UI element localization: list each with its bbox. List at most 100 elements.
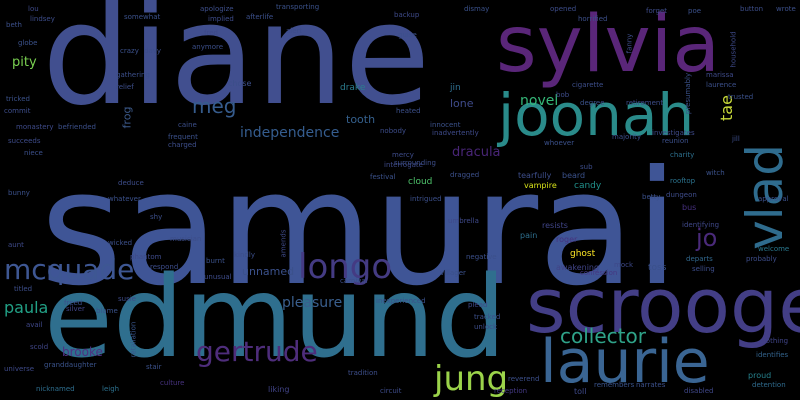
word: intrigued: [410, 195, 442, 203]
word: tricked: [6, 95, 30, 103]
word: whoever: [544, 139, 575, 147]
word: fred: [204, 29, 218, 37]
word: edmund: [44, 253, 507, 383]
word: villager: [440, 269, 466, 277]
word: forget: [646, 7, 667, 15]
word: reverend: [508, 375, 540, 383]
word: longo: [298, 247, 393, 287]
word: narrates: [636, 381, 666, 389]
word: susie: [118, 295, 136, 303]
word: scold: [30, 343, 49, 351]
word: household: [729, 31, 738, 68]
word: reunion: [662, 137, 689, 145]
word: jin: [450, 83, 461, 93]
word: pleasure: [282, 295, 343, 311]
word: scrooge: [526, 261, 800, 350]
word: approval: [758, 195, 789, 203]
word: leigh: [102, 385, 120, 393]
word: niece: [24, 149, 43, 157]
word: lone: [450, 97, 474, 110]
word: resists: [542, 221, 568, 230]
word: proud: [748, 371, 772, 380]
word: wrote: [776, 5, 796, 13]
word: reception: [494, 387, 528, 395]
word: tooth: [346, 113, 376, 126]
word: dungeon: [666, 191, 697, 199]
word: presumably: [684, 72, 693, 115]
word: silver: [66, 305, 85, 313]
word: independence: [240, 125, 340, 141]
word: caine: [178, 121, 197, 129]
word: charity: [670, 151, 695, 159]
word: jill: [732, 135, 740, 143]
word: plead: [468, 301, 488, 309]
word: frog: [120, 106, 134, 129]
word: jo: [696, 224, 718, 252]
word: rooftop: [670, 177, 696, 185]
word: unlock: [474, 323, 498, 331]
word: button: [740, 5, 764, 13]
word: gertrude: [196, 335, 318, 368]
word: festival: [370, 173, 396, 181]
word: gathering: [116, 71, 150, 79]
word: blame: [96, 307, 118, 315]
word: probably: [746, 255, 777, 263]
word: guise: [398, 31, 417, 39]
word: novel: [520, 93, 559, 109]
word: tradition: [348, 369, 378, 377]
word: granddaughter: [44, 361, 97, 369]
word: heated: [396, 107, 421, 115]
word: avail: [26, 321, 43, 329]
word: cigarette: [572, 81, 604, 89]
word: toss: [648, 263, 667, 273]
word: trusted: [728, 93, 754, 101]
word: candy: [574, 181, 602, 191]
word: negative: [466, 253, 497, 261]
word: charged: [168, 141, 197, 149]
word: beth: [6, 21, 22, 29]
word: inadvertently: [432, 129, 479, 137]
word: mock: [614, 261, 634, 269]
word: mcquade: [4, 253, 135, 286]
word: bus: [682, 203, 697, 212]
word: globe: [18, 39, 38, 47]
word: tearfully: [518, 171, 552, 180]
word: retirement: [626, 99, 664, 107]
word: pain: [520, 231, 538, 240]
word: roger: [556, 235, 578, 244]
word: witch: [706, 169, 725, 177]
word: ghost: [570, 249, 596, 259]
word: relief: [116, 83, 134, 91]
word: laurence: [706, 81, 737, 89]
word: apologize: [200, 5, 234, 13]
word: lou: [28, 5, 39, 13]
word: respond: [150, 263, 179, 271]
word: remembers: [594, 381, 635, 389]
word: unusual: [204, 273, 232, 281]
word: unnamed: [242, 265, 295, 278]
word: identifies: [756, 351, 789, 359]
word: paula: [4, 298, 49, 317]
word: brooke: [62, 345, 103, 359]
word: cloud: [408, 177, 433, 187]
word: identifying: [682, 221, 720, 229]
word: mercy: [392, 151, 414, 159]
word: beard: [562, 171, 586, 180]
word: diane: [42, 0, 431, 137]
word: phantom: [130, 253, 162, 261]
word: dragged: [450, 171, 480, 179]
word: surrounding: [394, 159, 436, 167]
word: laurie: [540, 327, 710, 397]
word: toll: [574, 387, 587, 396]
word: chose: [228, 79, 252, 88]
word: meg: [192, 94, 237, 118]
word: clothing: [760, 337, 789, 345]
word: commit: [4, 107, 31, 115]
word: titled: [14, 285, 33, 293]
word: amends: [279, 229, 288, 258]
word: departs: [686, 255, 713, 263]
word: innocent: [430, 121, 461, 129]
word: succeeds: [8, 137, 41, 145]
word: culture: [160, 379, 185, 387]
